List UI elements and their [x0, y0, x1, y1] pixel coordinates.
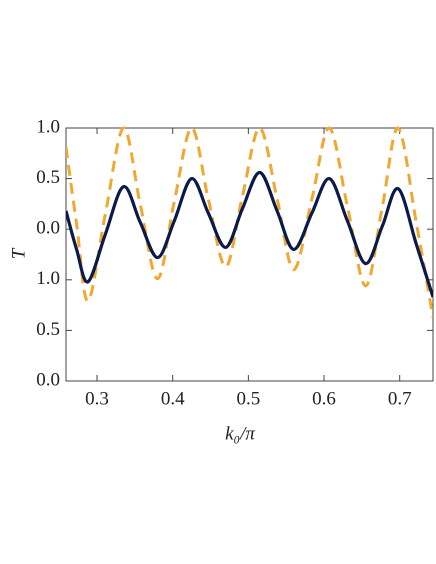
series-line — [66, 170, 433, 298]
series-line — [66, 126, 433, 318]
plot-frame — [65, 127, 434, 382]
y-axis-label: T — [8, 247, 29, 259]
y-tick-label: 1.0 — [36, 268, 60, 289]
x-tick-label: 0.5 — [236, 388, 260, 409]
x-tick-label: 0.7 — [388, 388, 412, 409]
y-tick-label: 1.0 — [36, 116, 60, 137]
x-tick-label: 0.3 — [85, 388, 109, 409]
y-tick-label: 0.5 — [36, 167, 60, 188]
x-axis-label: k₀/π — [225, 423, 255, 444]
x-tick-label: 0.6 — [312, 388, 336, 409]
x-tick-label: 0.4 — [161, 388, 185, 409]
y-tick-label: 0.0 — [36, 218, 60, 239]
y-tick-label: 0.5 — [36, 319, 60, 340]
y-tick-label: 0.0 — [36, 369, 60, 390]
